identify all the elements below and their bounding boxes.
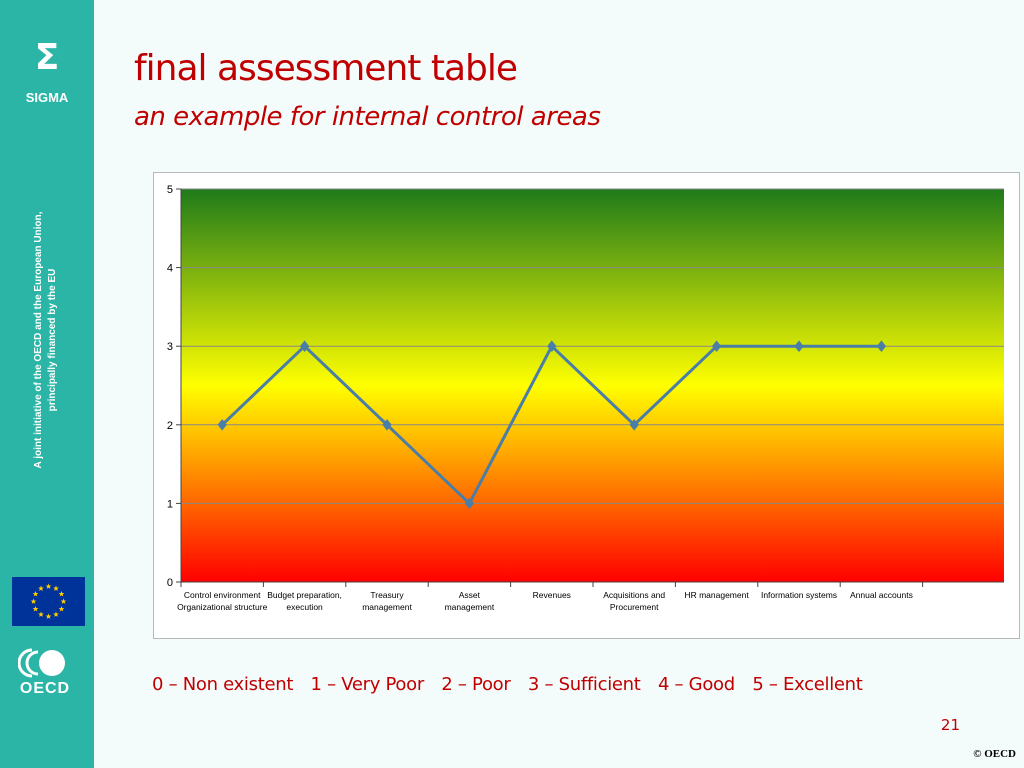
y-tick-label: 4 <box>167 263 173 275</box>
scale-item-4: 4 – Good <box>657 674 735 695</box>
data-point <box>629 418 639 431</box>
x-tick-label: Revenues <box>533 590 571 600</box>
data-point <box>382 418 392 431</box>
scale-legend: 0 – Non existent 1 – Very Poor 2 – Poor … <box>152 674 875 695</box>
x-tick-label: Budget preparation, execution <box>267 590 342 612</box>
y-tick-label: 2 <box>167 420 173 432</box>
eu-flag-icon <box>12 577 85 626</box>
page-number: 21 <box>940 716 960 734</box>
x-tick-label: Information systems <box>761 590 837 600</box>
x-tick-label: Annual accounts <box>850 590 913 600</box>
y-tick-label: 0 <box>167 577 173 589</box>
scale-item-0: 0 – Non existent <box>152 674 294 695</box>
initiative-note-line2: principally financed by the EU <box>47 268 58 412</box>
initiative-note: A joint initiative of the OECD and the E… <box>32 180 60 500</box>
x-tick-label: Acquisitions and Procurement <box>603 590 665 612</box>
sidebar: Σ SIGMA A joint initiative of the OECD a… <box>0 0 94 768</box>
assessment-line-chart: 0 1 2 3 4 5 Control environment Organizational … <box>167 184 1004 612</box>
x-tick-label: Asset management <box>445 590 495 612</box>
data-point <box>876 340 887 353</box>
scale-item-1: 1 – Very Poor <box>310 674 425 695</box>
data-point <box>299 340 310 353</box>
x-tick-label: Treasury management <box>362 590 412 612</box>
initiative-note-line1: A joint initiative of the OECD and the E… <box>33 211 44 469</box>
chart-frame: 0 1 2 3 4 5 Control environment Organizational … <box>153 172 1020 639</box>
data-point <box>547 340 557 353</box>
data-point <box>794 340 804 353</box>
slide-subtitle: an example for internal control areas <box>134 102 601 132</box>
sigma-label: SIGMA <box>25 90 69 105</box>
scale-item-5: 5 – Excellent <box>752 674 863 695</box>
copyright: © OECD <box>973 748 1016 760</box>
data-point <box>217 418 227 431</box>
data-point <box>464 497 475 510</box>
y-tick-label: 3 <box>167 341 173 353</box>
scale-item-2: 2 – Poor <box>441 674 511 695</box>
scale-item-3: 3 – Sufficient <box>527 674 641 695</box>
y-tick-label: 1 <box>167 498 173 510</box>
data-point <box>711 340 722 353</box>
oecd-logo-icon <box>18 648 65 678</box>
oecd-label: OECD <box>19 680 71 697</box>
y-tick-label: 5 <box>167 184 173 196</box>
slide-title: final assessment table <box>134 48 518 89</box>
x-tick-label: Control environment Organizational struct… <box>177 590 268 612</box>
sigma-logo-icon: Σ <box>34 37 60 78</box>
x-tick-label: HR management <box>684 590 749 600</box>
